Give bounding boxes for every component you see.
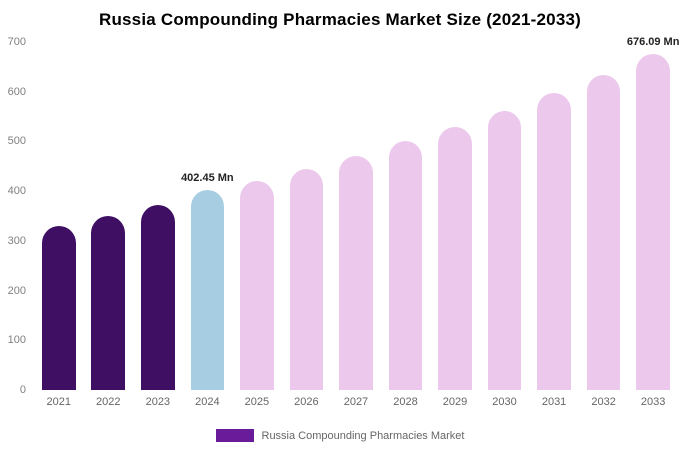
- bar-column: 2024 402.45 Mn: [181, 42, 234, 408]
- legend-label: Russia Compounding Pharmacies Market: [261, 429, 465, 442]
- bars-container: 2021 2022 2023 2024 402.45 Mn 2025 2026 2027 202…: [34, 36, 680, 408]
- x-tick-label: 2022: [96, 396, 121, 408]
- x-tick-label: 2028: [393, 396, 418, 408]
- bar-column: 2022: [84, 42, 134, 408]
- bar-column: 2027: [331, 42, 381, 408]
- x-tick-label: 2021: [46, 396, 71, 408]
- bar-2022: [91, 216, 126, 390]
- y-tick-label: 300: [7, 234, 26, 247]
- bar-column: 2031: [529, 42, 579, 408]
- x-tick-label: 2032: [591, 396, 616, 408]
- x-tick-label: 2031: [541, 396, 567, 408]
- y-tick-label: 400: [7, 185, 26, 198]
- chart-title: Russia Compounding Pharmacies Market Siz…: [98, 10, 582, 29]
- bar-2028: [388, 141, 423, 390]
- bar-column: 2026: [282, 42, 332, 408]
- y-tick-label: 700: [7, 36, 26, 48]
- bar-column: 2029: [430, 42, 480, 408]
- bar-column: 2023: [133, 42, 183, 408]
- bar-2031: [537, 93, 571, 390]
- bar-2024: [190, 189, 225, 390]
- bar-2033: [636, 53, 670, 390]
- bar-column: 2021: [34, 42, 84, 408]
- legend: Russia Compounding Pharmacies Market: [0, 429, 680, 442]
- x-tick-label: 2027: [343, 396, 369, 408]
- bar-column: 2025: [232, 42, 282, 408]
- plot-area: 2021 2022 2023 2024 402.45 Mn 2025 2026 2027 202…: [34, 36, 680, 408]
- legend-swatch: [215, 429, 254, 442]
- bar-2029: [438, 126, 472, 390]
- bar-2027: [339, 156, 373, 390]
- y-tick-label: 100: [7, 334, 26, 347]
- bar-2025: [240, 181, 274, 390]
- y-tick-label: 600: [7, 85, 26, 98]
- x-tick-label: 2033: [640, 396, 666, 408]
- value-label: 676.09 Mn: [626, 35, 680, 48]
- y-tick-label: 0: [19, 384, 26, 396]
- y-tick-label: 200: [7, 284, 26, 297]
- x-tick-label: 2025: [244, 396, 270, 408]
- x-tick-label: 2029: [442, 396, 468, 408]
- bar-2032: [586, 75, 621, 390]
- y-tick-label: 500: [7, 135, 26, 148]
- x-tick-label: 2026: [294, 396, 319, 408]
- bar-2021: [41, 225, 76, 390]
- x-tick-label: 2030: [492, 396, 517, 408]
- bar-2026: [289, 168, 324, 390]
- bar-column: 2032: [579, 42, 629, 408]
- bar-2023: [140, 204, 175, 390]
- bar-2030: [487, 110, 522, 390]
- x-tick-label: 2023: [145, 396, 171, 408]
- bar-column: 2028: [381, 42, 431, 408]
- bar-column: 2033 676.09 Mn: [627, 36, 680, 408]
- value-label: 402.45 Mn: [181, 171, 234, 184]
- y-axis: 0 100 200 300 400 500 600 700: [0, 36, 30, 396]
- x-tick-label: 2024: [195, 396, 220, 408]
- bar-column: 2030: [480, 42, 530, 408]
